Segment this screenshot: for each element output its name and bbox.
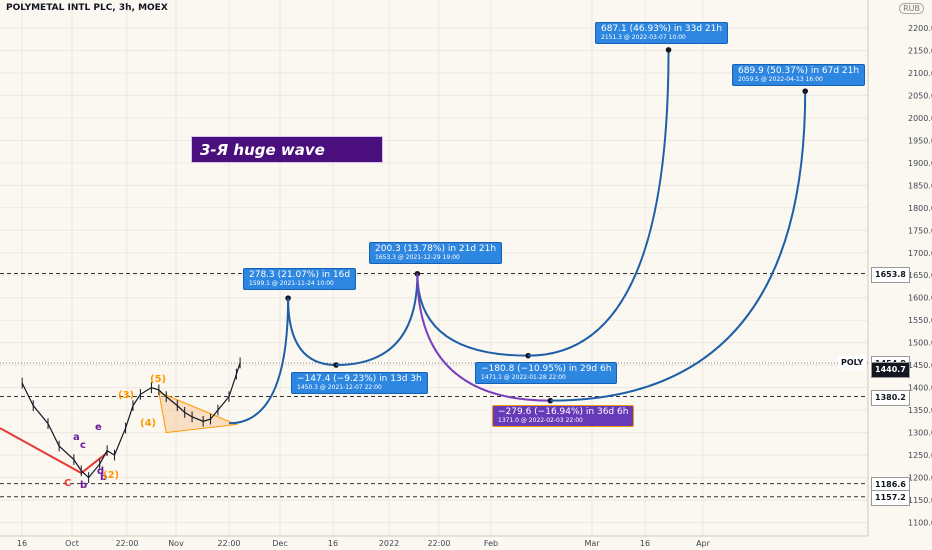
x-tick-label: 16: [17, 539, 27, 548]
measurement-box[interactable]: −279.6 (−16.94%) in 36d 6h 1371.0 @ 2022…: [492, 405, 635, 427]
y-tick-label: 1950.0: [908, 136, 932, 145]
measurement-detail: 2151.3 @ 2022-03-07 10:00: [601, 34, 686, 41]
y-tick-label: 1200.0: [908, 474, 932, 483]
measurement-box[interactable]: 689.9 (50.37%) in 67d 21h 2059.5 @ 2022-…: [732, 64, 866, 86]
y-tick-label: 1750.0: [908, 226, 932, 235]
projection-arrow[interactable]: [550, 91, 807, 402]
y-tick-label: 1600.0: [908, 294, 932, 303]
y-tick-label: 1500.0: [908, 339, 932, 348]
measurement-value: −180.8 (−10.95%) in 29d 6h: [481, 364, 612, 374]
y-tick-label: 2000.0: [908, 114, 932, 123]
measurement-box[interactable]: 687.1 (46.93%) in 33d 21h 2151.3 @ 2022-…: [595, 22, 729, 44]
x-tick-label: Oct: [65, 539, 79, 548]
y-tick-label: 1300.0: [908, 429, 932, 438]
price-tag: 1653.8: [871, 266, 910, 283]
wave-label: (4): [140, 418, 156, 429]
projection-arrow[interactable]: [416, 273, 551, 402]
x-tick-label: 2022: [379, 539, 399, 548]
measurement-detail: 1471.1 @ 2022-01-28 22:00: [481, 374, 566, 381]
wave-label: e: [95, 422, 102, 433]
measurement-value: 689.9 (50.37%) in 67d 21h: [738, 66, 860, 76]
projection-arrow[interactable]: [416, 273, 529, 357]
x-tick-label: Nov: [168, 539, 184, 548]
projection-arrow[interactable]: [229, 298, 290, 425]
x-tick-label: 16: [328, 539, 338, 548]
y-tick-label: 1900.0: [908, 159, 932, 168]
y-tick-label: 1400.0: [908, 384, 932, 393]
measurement-value: 200.3 (13.78%) in 21d 21h: [375, 244, 497, 254]
price-line: [21, 362, 241, 479]
x-tick-label: Apr: [696, 539, 711, 548]
measurement-detail: 2059.5 @ 2022-04-13 16:00: [738, 76, 823, 83]
y-tick-label: 1650.0: [908, 271, 932, 280]
x-tick-label: Dec: [272, 539, 287, 548]
x-tick-label: 22:00: [115, 539, 138, 548]
triangle-pattern: [158, 391, 239, 434]
projection-arrow[interactable]: [336, 273, 419, 367]
price-tag: 1380.2: [871, 389, 910, 406]
y-tick-label: 1850.0: [908, 181, 932, 190]
wave-label: b: [100, 472, 107, 483]
y-tick-label: 1550.0: [908, 316, 932, 325]
measurement-detail: 1371.0 @ 2022-02-03 22:00: [498, 417, 583, 424]
y-tick-label: 1700.0: [908, 249, 932, 258]
currency-label[interactable]: RUB: [899, 3, 924, 14]
projection-point: [665, 47, 672, 53]
projection-point: [802, 88, 809, 94]
wave-label: b: [80, 480, 87, 491]
y-tick-label: 2100.0: [908, 69, 932, 78]
y-tick-label: 1450.0: [908, 361, 932, 370]
x-tick-label: 22:00: [427, 539, 450, 548]
x-tick-label: Mar: [584, 539, 600, 548]
x-tick-label: Feb: [484, 539, 498, 548]
measurement-value: −279.6 (−16.94%) in 36d 6h: [498, 407, 629, 417]
wave-label: a: [73, 432, 80, 443]
wave-label: d: [97, 466, 104, 477]
wave-label: C: [64, 478, 71, 489]
wave-annotation-box[interactable]: 3-Я huge wave: [191, 136, 383, 163]
chart-title: POLYMETAL INTL PLC, 3h, MOEX: [6, 3, 168, 13]
x-tick-label: 22:00: [217, 539, 240, 548]
measurement-value: −147.4 (−9.23%) in 13d 3h: [297, 374, 422, 384]
measurement-detail: 1450.3 @ 2021-12-07 22:00: [297, 384, 382, 391]
measurement-value: 687.1 (46.93%) in 33d 21h: [601, 24, 723, 34]
wave-label: (3): [118, 390, 134, 401]
symbol-tag: POLY: [838, 356, 867, 370]
measurement-box[interactable]: 200.3 (13.78%) in 21d 21h 1653.3 @ 2021-…: [369, 242, 503, 264]
price-tag: 1157.2: [871, 489, 910, 506]
y-tick-label: 2150.0: [908, 46, 932, 55]
y-tick-label: 1150.0: [908, 496, 932, 505]
x-tick-label: 16: [640, 539, 650, 548]
y-tick-label: 1250.0: [908, 451, 932, 460]
measurement-detail: 1653.3 @ 2021-12-29 19:00: [375, 254, 460, 261]
y-tick-label: 2050.0: [908, 91, 932, 100]
y-tick-label: 1100.0: [908, 519, 932, 528]
y-tick-label: 1800.0: [908, 204, 932, 213]
measurement-box[interactable]: −180.8 (−10.95%) in 29d 6h 1471.1 @ 2022…: [475, 362, 618, 384]
measurement-box[interactable]: 278.3 (21.07%) in 16d 1599.1 @ 2021-11-2…: [243, 268, 357, 290]
measurement-value: 278.3 (21.07%) in 16d: [249, 270, 351, 280]
measurement-box[interactable]: −147.4 (−9.23%) in 13d 3h 1450.3 @ 2021-…: [291, 372, 428, 394]
y-tick-label: 1350.0: [908, 406, 932, 415]
price-tag: 1440.7: [871, 362, 910, 379]
wave-label: (5): [150, 374, 166, 385]
measurement-detail: 1599.1 @ 2021-11-24 10:00: [249, 280, 334, 287]
y-tick-label: 2200.0: [908, 24, 932, 33]
projection-arrow[interactable]: [528, 49, 670, 357]
wave-label: (2): [103, 470, 119, 481]
projection-arrow[interactable]: [287, 298, 337, 367]
wave-label: c: [80, 440, 86, 451]
